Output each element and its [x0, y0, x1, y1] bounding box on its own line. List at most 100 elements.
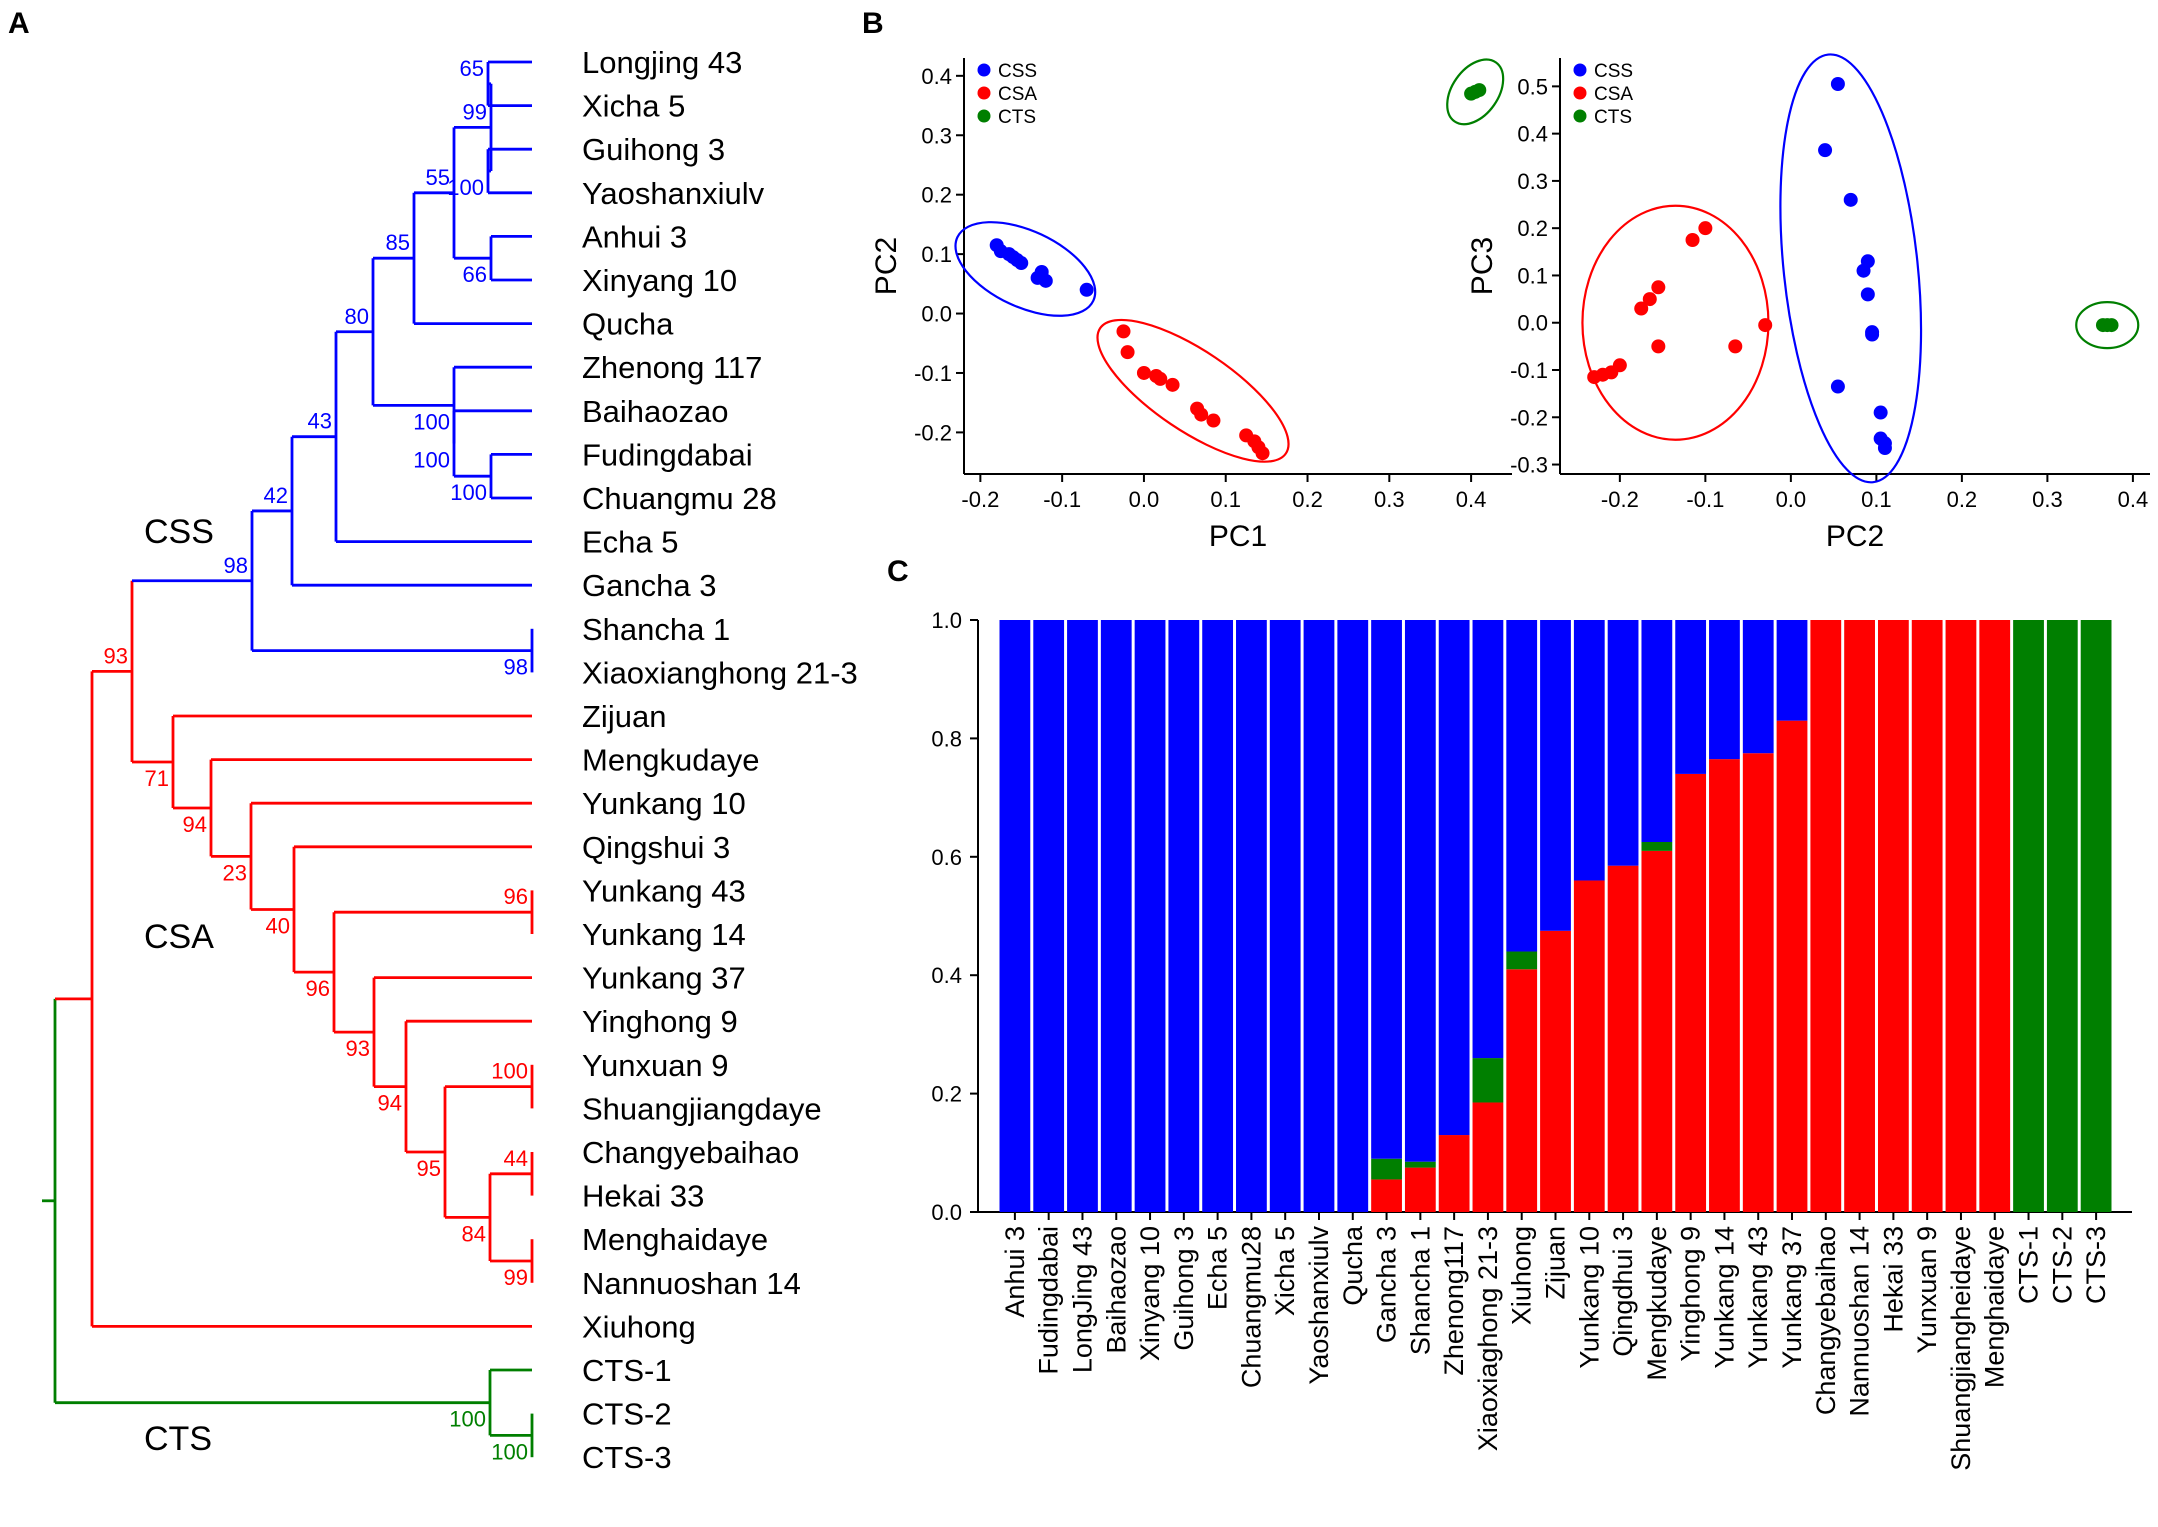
cluster-ellipse — [2075, 300, 2140, 350]
y-tick-label: 0.4 — [1517, 122, 1548, 147]
structure-bar-segment — [1709, 620, 1740, 760]
tree-leaf-label: Fudingdabai — [582, 437, 753, 472]
tree-leaf-labels: Longjing 43 Xicha 5 Guihong 3 Yaoshanxiulv A… — [582, 45, 858, 1475]
structure-bar-segment — [1641, 842, 1673, 851]
scatter-point — [1758, 318, 1773, 333]
y-tick-label: 1.0 — [931, 608, 962, 633]
tree-leaf-label: Yunkang 10 — [582, 786, 746, 821]
pca-plot-pc2-pc3: -0.2 -0.1 0.0 0.1 0.2 0.3 0.4 0.5 0.4 0.3 0.2 0.1 0.… — [1466, 53, 2150, 553]
structure-bar-segment — [1810, 620, 1842, 1212]
tree-leaf-label: Shuangjiangdaye — [582, 1091, 822, 1126]
legend-label: CSA — [1594, 84, 1633, 105]
tree-leaf-label: Yaoshanxiulv — [582, 176, 765, 211]
scatter-point — [1698, 221, 1713, 236]
structure-bar-segment — [1945, 620, 1977, 1212]
x-category-label: Shancha 1 — [1405, 1226, 1435, 1355]
legend-label: CSA — [998, 84, 1037, 105]
scatter-point — [1153, 371, 1168, 386]
structure-bar-segment — [1371, 1179, 1402, 1212]
bootstrap-value: 99 — [504, 1265, 528, 1290]
structure-bar-segment — [1472, 1058, 1504, 1103]
bootstrap-value: 96 — [306, 976, 330, 1001]
scatter-point — [1856, 263, 1871, 278]
y-tick-label: 0.1 — [1517, 263, 1548, 288]
bootstrap-value: 93 — [346, 1036, 370, 1061]
tree-leaf-label: Changyebaihao — [582, 1135, 799, 1170]
structure-bar-segment — [1742, 753, 1774, 1212]
structure-bar-segment — [1911, 620, 1943, 1212]
tree-branches — [42, 60, 534, 1458]
structure-bar-segment — [1675, 773, 1707, 1212]
scatter-point — [1612, 358, 1627, 373]
structure-bar-segment — [1100, 620, 1132, 1212]
cluster-ellipse — [954, 221, 1097, 317]
structure-bar-segment — [1033, 620, 1065, 1212]
structure-bar-segment — [1877, 620, 1909, 1212]
structure-bar-segment — [1202, 620, 1234, 1212]
x-category-label: Yunkang 14 — [1709, 1226, 1739, 1369]
panel-label-b: B — [862, 7, 884, 40]
y-tick-label: 0.4 — [921, 64, 952, 89]
tree-leaf-label: Nannuoshan 14 — [582, 1266, 801, 1301]
bootstrap-value: 23 — [223, 860, 247, 885]
tree-leaf-label: Guihong 3 — [582, 132, 725, 167]
x-category-label: Yinghong 9 — [1676, 1226, 1706, 1362]
scatter-point — [1651, 339, 1666, 354]
scatter-point — [1685, 233, 1700, 247]
x-category-label: Fudingdabai — [1034, 1226, 1064, 1375]
bootstrap-value: 98 — [504, 655, 528, 680]
y-tick-label: 0.1 — [921, 242, 952, 267]
x-category-label: Anhui 3 — [1000, 1226, 1030, 1318]
panel-label-c: C — [887, 555, 909, 588]
bootstrap-value: 85 — [386, 230, 410, 255]
x-category-label: Baihaozao — [1101, 1226, 1131, 1354]
x-tick-label: -0.2 — [961, 487, 999, 512]
x-tick-label: 0.4 — [2118, 487, 2149, 512]
structure-bar-segment — [1404, 1161, 1436, 1168]
bootstrap-value: 99 — [463, 99, 487, 124]
x-axis-title: PC1 — [1209, 520, 1267, 553]
scatter-point — [1830, 379, 1845, 394]
tree-leaf-label: Zhenong 117 — [582, 350, 762, 385]
tree-leaf-label: Gancha 3 — [582, 568, 716, 603]
bootstrap-value: 71 — [145, 766, 169, 791]
x-category-label: Guihong 3 — [1169, 1226, 1199, 1351]
x-category-label: Qingdhui 3 — [1608, 1226, 1638, 1357]
structure-bar-segment — [1709, 759, 1740, 1212]
structure-bar-segment — [1303, 620, 1335, 1212]
y-axis-title: PC3 — [1466, 237, 1499, 295]
structure-bar-segment — [1438, 1135, 1470, 1212]
bootstrap-value: 40 — [266, 913, 290, 938]
structure-bar-segment — [1776, 720, 1808, 1212]
legend-label: CSS — [1594, 61, 1633, 82]
tree-leaf-label: Chuangmu 28 — [582, 481, 777, 516]
structure-bar-segment — [1371, 1158, 1402, 1180]
x-tick-label: 0.2 — [1947, 487, 1978, 512]
x-category-label: LongJing 43 — [1067, 1226, 1097, 1373]
x-category-label: Nannuoshan 14 — [1845, 1226, 1875, 1417]
legend-label: CTS — [998, 107, 1036, 128]
cluster-ellipse — [1581, 204, 1770, 441]
structure-bar-segment — [1573, 880, 1605, 1212]
x-tick-label: -0.1 — [1686, 487, 1724, 512]
bootstrap-value: 95 — [417, 1156, 441, 1181]
x-category-label: Echa 5 — [1203, 1226, 1233, 1310]
y-tick-label: 0.0 — [921, 302, 952, 327]
structure-bar-segment — [1371, 620, 1402, 1159]
x-tick-label: -0.1 — [1043, 487, 1081, 512]
scatter-point — [1079, 282, 1094, 297]
tree-leaf-label: Qucha — [582, 307, 674, 342]
x-category-label: Hekai 33 — [1878, 1226, 1908, 1333]
bootstrap-value: 66 — [463, 262, 487, 287]
bootstrap-value: 94 — [378, 1091, 402, 1116]
y-tick-label: 0.3 — [921, 123, 952, 148]
structure-bar-segment — [2080, 620, 2112, 1212]
scatter-point — [1255, 446, 1270, 461]
x-category-label: Yunkang 43 — [1743, 1226, 1773, 1369]
tree-leaf-label: CTS-1 — [582, 1353, 672, 1388]
y-tick-label: 0.3 — [1517, 169, 1548, 194]
structure-bar-chart: 1.0 0.8 0.6 0.4 0.2 0.0 Anhui 3 Fudingdabai Long… — [931, 608, 2132, 1471]
structure-bar-segment — [1641, 850, 1673, 1212]
x-category-label: Xicha 5 — [1270, 1226, 1300, 1316]
x-tick-label: 0.0 — [1776, 487, 1807, 512]
